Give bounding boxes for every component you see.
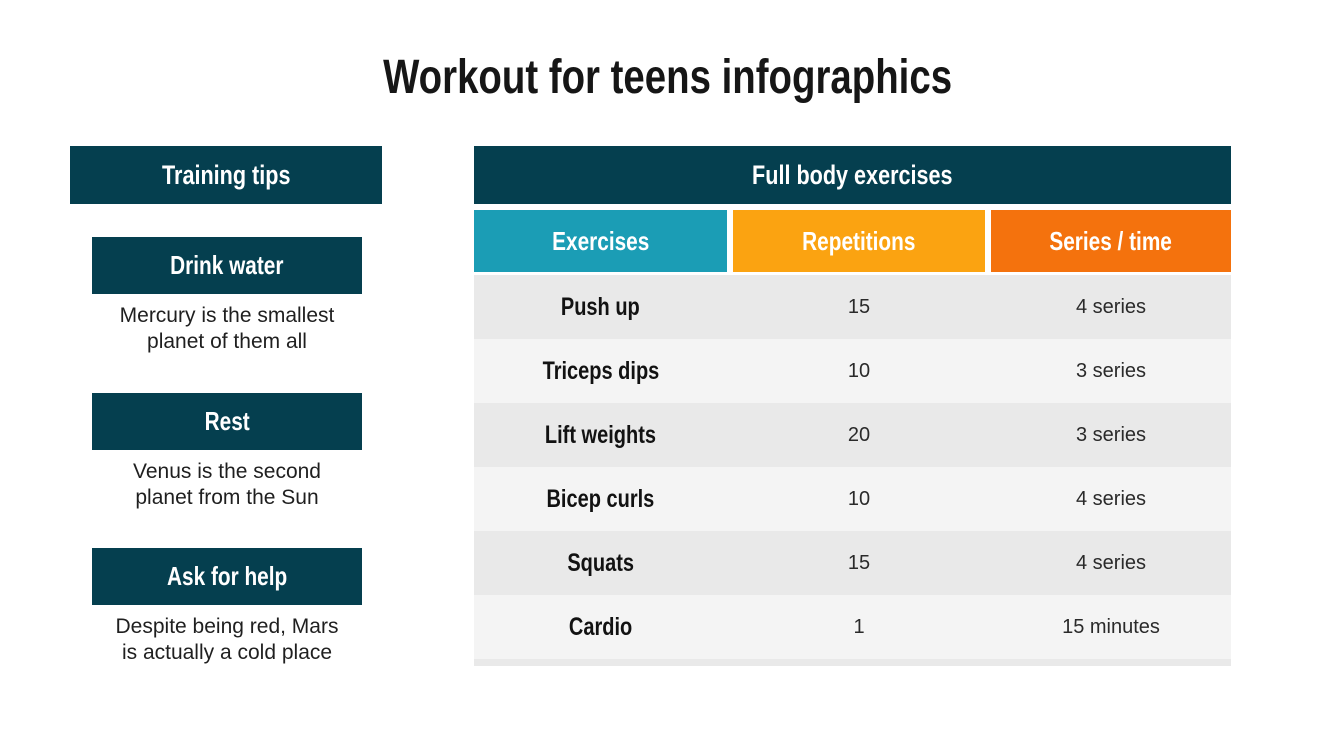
- tip-label: Drink water: [170, 250, 284, 280]
- repetitions-cell: 15: [847, 551, 871, 574]
- exercise-name-cell: Cardio: [474, 613, 727, 642]
- exercise-table: Full body exercises Exercises Repetition…: [474, 146, 1231, 666]
- series-time-cell: 4 series: [1075, 551, 1147, 574]
- table-column-headers: Exercises Repetitions Series / time: [474, 210, 1231, 272]
- page-title: Workout for teens infographics: [0, 50, 1336, 105]
- repetitions-cell: 20: [847, 423, 871, 446]
- table-bottom-strip: [474, 659, 1231, 666]
- training-tips-header: Training tips: [70, 146, 382, 204]
- tip-caption-line: Mercury is the smallest: [119, 304, 335, 327]
- table-row-triceps-dips: Triceps dips 10 3 series: [474, 339, 1231, 403]
- tip-caption: Mercury is the smallest planet of them a…: [67, 303, 387, 355]
- tip-rest: Rest Venus is the second planet from the…: [92, 393, 362, 511]
- exercise-name: Cardio: [568, 612, 633, 641]
- series-time-cell: 3 series: [1075, 359, 1147, 382]
- tip-caption: Venus is the second planet from the Sun: [67, 459, 387, 511]
- tip-drink-water: Drink water Mercury is the smallest plan…: [92, 237, 362, 355]
- tip-caption-line: planet of them all: [147, 330, 307, 353]
- exercise-name: Lift weights: [544, 420, 657, 449]
- column-header-label: Exercises: [551, 225, 650, 256]
- tip-label: Ask for help: [166, 561, 288, 591]
- page-title-text: Workout for teens infographics: [383, 51, 953, 104]
- exercise-name-cell: Triceps dips: [474, 357, 727, 386]
- exercise-name-cell: Squats: [474, 549, 727, 578]
- tip-caption-line: is actually a cold place: [121, 641, 333, 664]
- table-row-bicep-curls: Bicep curls 10 4 series: [474, 467, 1231, 531]
- series-time-cell: 4 series: [1075, 487, 1147, 510]
- tip-ask-for-help: Ask for help Despite being red, Mars is …: [92, 548, 362, 666]
- repetitions-cell: 15: [847, 295, 871, 318]
- table-row-lift-weights: Lift weights 20 3 series: [474, 403, 1231, 467]
- series-time-cell: 15 minutes: [1062, 615, 1160, 638]
- repetitions-cell: 10: [847, 487, 871, 510]
- tip-caption-line: Despite being red, Mars: [115, 615, 339, 638]
- column-header-label: Repetitions: [802, 225, 916, 256]
- exercise-name: Push up: [561, 292, 640, 321]
- column-header-label: Series / time: [1049, 225, 1173, 256]
- table-row-push-up: Push up 15 4 series: [474, 275, 1231, 339]
- tip-box-ask-for-help: Ask for help: [92, 548, 362, 605]
- table-title-text: Full body exercises: [752, 159, 953, 190]
- series-time-cell: 4 series: [1075, 295, 1147, 318]
- column-header-repetitions: Repetitions: [733, 210, 985, 272]
- tip-caption-line: planet from the Sun: [135, 486, 319, 509]
- table-row-squats: Squats 15 4 series: [474, 531, 1231, 595]
- repetitions-cell: 1: [853, 615, 865, 638]
- repetitions-cell: 10: [847, 359, 871, 382]
- exercise-name: Squats: [567, 548, 634, 577]
- tip-caption: Despite being red, Mars is actually a co…: [67, 614, 387, 666]
- series-time-cell: 3 series: [1075, 423, 1147, 446]
- tip-box-drink-water: Drink water: [92, 237, 362, 294]
- table-rows: Push up 15 4 series Triceps dips 10 3 se…: [474, 275, 1231, 659]
- training-tips-header-label: Training tips: [161, 159, 291, 190]
- exercise-name-cell: Bicep curls: [474, 485, 727, 514]
- exercise-name: Triceps dips: [542, 356, 659, 385]
- tip-caption-line: Venus is the second: [133, 460, 321, 483]
- column-header-exercises: Exercises: [474, 210, 727, 272]
- table-title-band: Full body exercises: [474, 146, 1231, 204]
- exercise-name-cell: Push up: [474, 293, 727, 322]
- column-header-series-time: Series / time: [991, 210, 1231, 272]
- tip-box-rest: Rest: [92, 393, 362, 450]
- tip-label: Rest: [204, 406, 250, 436]
- exercise-name: Bicep curls: [546, 484, 655, 513]
- exercise-name-cell: Lift weights: [474, 421, 727, 450]
- table-row-cardio: Cardio 1 15 minutes: [474, 595, 1231, 659]
